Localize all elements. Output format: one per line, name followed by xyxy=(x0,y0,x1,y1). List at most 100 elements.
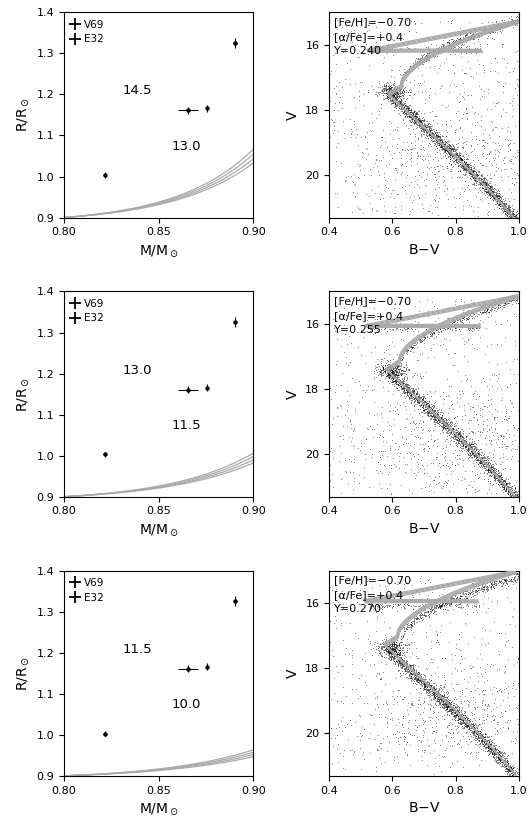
Point xyxy=(510,766,518,779)
Point xyxy=(495,745,503,759)
Point xyxy=(410,663,419,677)
Point xyxy=(425,395,433,408)
Point xyxy=(390,374,399,388)
Point xyxy=(461,157,469,170)
Point xyxy=(365,163,374,176)
Point xyxy=(505,475,513,488)
Point xyxy=(434,42,442,55)
Point xyxy=(372,89,381,103)
Point xyxy=(476,303,484,316)
Point xyxy=(396,652,404,665)
Point xyxy=(345,388,354,401)
Point xyxy=(386,368,394,381)
Point xyxy=(500,480,508,493)
Point xyxy=(410,117,418,131)
Point xyxy=(428,128,437,141)
Point xyxy=(447,433,456,446)
Point xyxy=(392,377,401,390)
Point xyxy=(418,753,427,766)
Point xyxy=(434,46,442,59)
Point xyxy=(505,66,513,79)
Point xyxy=(511,480,519,493)
Point xyxy=(392,93,400,106)
Point xyxy=(437,601,445,614)
Point xyxy=(402,67,410,80)
Point xyxy=(508,172,516,185)
Point xyxy=(388,642,396,655)
Point xyxy=(388,88,397,101)
Point xyxy=(442,100,451,113)
Point xyxy=(439,751,447,764)
Point xyxy=(347,644,356,657)
Point xyxy=(514,454,522,467)
Point xyxy=(394,598,402,611)
Point xyxy=(506,209,515,222)
Point xyxy=(448,422,456,435)
Point xyxy=(367,709,375,722)
Point xyxy=(408,665,417,678)
Point xyxy=(368,323,377,336)
Point xyxy=(430,683,438,696)
Point xyxy=(444,146,453,159)
Point xyxy=(453,707,462,720)
Point xyxy=(471,169,480,182)
Point xyxy=(446,731,455,744)
Point xyxy=(470,443,479,456)
Point xyxy=(429,404,438,417)
Point xyxy=(402,383,411,397)
Point xyxy=(422,689,431,702)
Point xyxy=(459,439,468,452)
Point xyxy=(337,710,346,723)
Point xyxy=(440,412,449,425)
Point xyxy=(468,707,476,720)
Point xyxy=(455,187,464,200)
Point xyxy=(446,425,455,438)
Point xyxy=(406,109,414,122)
Point xyxy=(460,93,469,106)
Point xyxy=(392,654,400,667)
Point xyxy=(496,750,505,764)
Point xyxy=(484,582,492,595)
Point xyxy=(456,600,464,613)
Point xyxy=(500,753,509,766)
Point xyxy=(467,44,475,57)
Point xyxy=(481,727,489,741)
Point xyxy=(379,85,388,98)
Point xyxy=(399,385,408,398)
Point xyxy=(464,699,473,712)
Point xyxy=(471,27,479,40)
Point xyxy=(401,103,410,116)
Point xyxy=(467,164,476,177)
Point xyxy=(360,722,368,736)
Point xyxy=(434,413,443,426)
Point xyxy=(395,102,403,115)
Point xyxy=(477,23,485,36)
Point xyxy=(393,89,401,103)
Point xyxy=(473,414,481,427)
Point xyxy=(506,476,514,489)
Point xyxy=(430,408,439,421)
Point xyxy=(453,433,461,447)
Point xyxy=(459,76,467,89)
Point xyxy=(495,189,504,202)
Point xyxy=(476,452,485,465)
Point xyxy=(429,409,437,422)
Point xyxy=(455,712,464,725)
Point xyxy=(442,318,450,331)
Point xyxy=(350,471,359,484)
Point xyxy=(393,365,401,378)
Point xyxy=(388,362,397,375)
Point xyxy=(492,744,501,757)
Point xyxy=(470,172,479,185)
Point xyxy=(470,718,478,732)
Point xyxy=(397,649,406,662)
Point xyxy=(446,44,454,57)
Point xyxy=(519,728,527,741)
Point xyxy=(456,716,464,729)
Point xyxy=(416,52,425,65)
Point xyxy=(378,361,387,374)
Point xyxy=(504,487,513,500)
Point xyxy=(450,313,459,326)
Point xyxy=(468,572,477,585)
Point xyxy=(462,151,471,164)
